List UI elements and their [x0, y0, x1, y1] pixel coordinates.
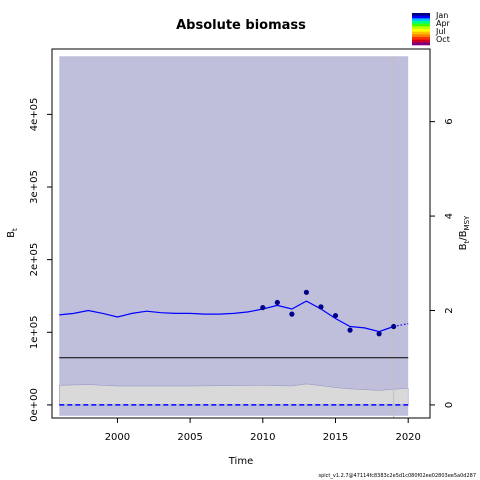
version-footer: spict_v1.2.7@47114fc8383c2e5d1c080f02ee0…: [318, 473, 476, 479]
observation-point: [347, 327, 353, 333]
estimated-biomass-line: [59, 300, 394, 333]
x-axis-label: Time: [228, 456, 253, 467]
observation-point: [260, 304, 266, 311]
y2-axis-label-sub1: t: [463, 240, 471, 243]
y-axis-label-main: B: [6, 231, 17, 238]
x-tick-label: 2020: [395, 432, 420, 443]
observation-point: [332, 312, 339, 319]
y-tick-label: 4e+05: [29, 98, 40, 132]
y2-tick-label: 2: [444, 307, 455, 313]
legend-color-swatch: [412, 42, 430, 46]
y-tick-label: 3e+05: [29, 170, 40, 204]
x-tick-label: 2015: [323, 432, 348, 443]
y-axis-label-sub: t: [11, 228, 19, 231]
observation-point: [376, 331, 382, 337]
x-axis: 2000 2005 2010 2015 2020: [105, 418, 421, 443]
y2-axis-label-main: B: [458, 243, 469, 250]
y2-tick-label: 6: [444, 118, 455, 124]
x-tick-label: 2010: [250, 432, 275, 443]
observation-point: [274, 299, 280, 306]
observation-point: [391, 323, 397, 330]
legend-color-swatch: [412, 39, 430, 43]
legend-entry-apr: Apr: [436, 19, 451, 28]
legend-entry-jan: Jan: [435, 11, 448, 20]
observation-point: [289, 311, 295, 317]
legend-color-swatch: [412, 37, 430, 40]
x-tick-label: 2005: [177, 432, 202, 443]
plot-frame: [51, 48, 431, 419]
predicted-biomass-line: [393, 323, 409, 328]
x-tick-label: 2000: [105, 432, 130, 443]
observation-point: [318, 304, 324, 310]
y-tick-label: 0e+00: [29, 388, 40, 422]
legend-color-swatch: [412, 23, 430, 27]
legend-entry-jul: Jul: [435, 27, 446, 36]
y2-axis-label-sub2: MSY: [463, 215, 471, 230]
y2-axis: 0 2 4 6: [430, 118, 455, 408]
legend-color-swatch: [412, 34, 430, 38]
y2-tick-label: 0: [444, 402, 455, 408]
legend-color-swatch: [412, 13, 430, 16]
legend-color-swatch: [412, 21, 430, 24]
y-axis: 0e+00 1e+05 2e+05 3e+05 4e+05: [29, 98, 52, 422]
y-tick-label: 1e+05: [29, 315, 40, 349]
observation-point: [303, 289, 310, 295]
plot-area: [59, 56, 409, 418]
y2-axis-label: Bt/BMSY: [458, 215, 471, 250]
y2-tick-label: 4: [444, 213, 455, 219]
legend-color-swatch: [412, 29, 430, 32]
legend-entry-oct: Oct: [436, 35, 450, 44]
y-axis-label: Bt: [6, 228, 19, 238]
legend-color-swatch: [412, 31, 430, 35]
chart-title: Absolute biomass: [176, 18, 306, 33]
legend-color-swatch: [412, 26, 430, 30]
y2-axis-label-div: /B: [458, 230, 469, 240]
y-tick-label: 2e+05: [29, 243, 40, 277]
legend-color-swatch: [412, 18, 430, 22]
legend-color-swatch: [412, 15, 430, 19]
confidence-band: [59, 56, 409, 416]
